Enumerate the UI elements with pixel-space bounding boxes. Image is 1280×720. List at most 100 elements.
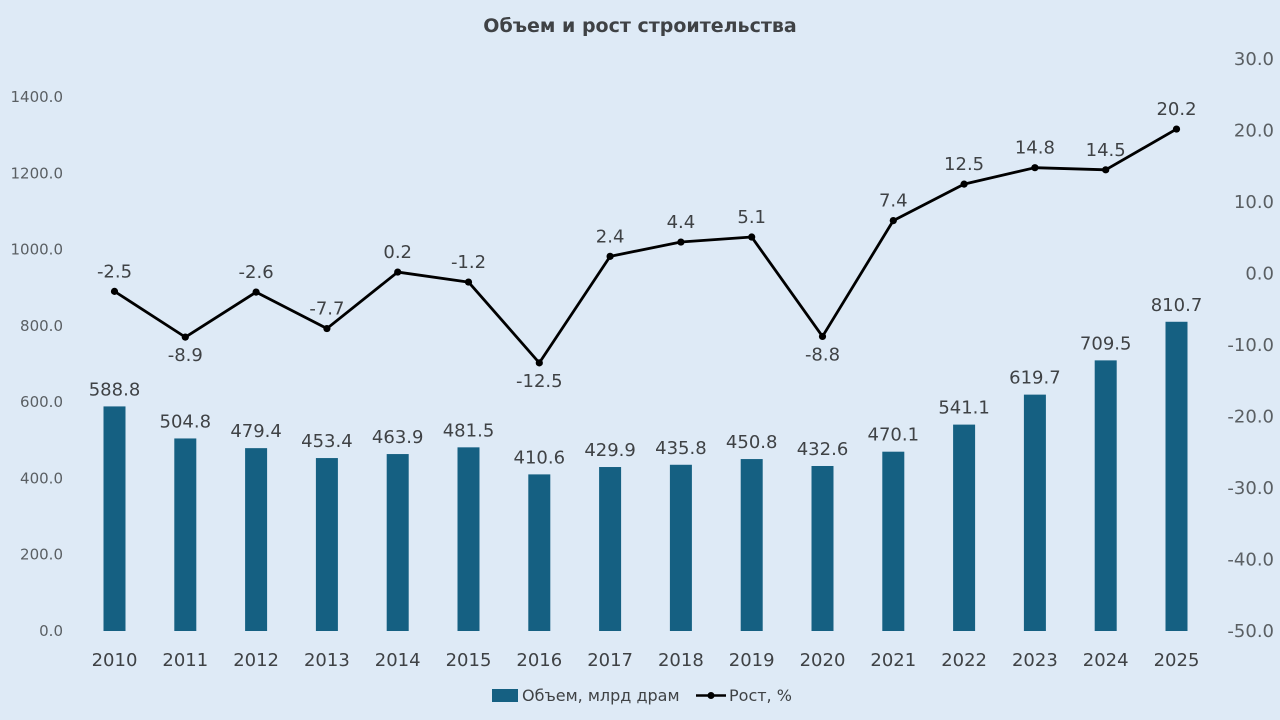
x-tick-label: 2021 <box>870 650 916 671</box>
x-tick-label: 2019 <box>729 650 775 671</box>
growth-line-labels: -2.5 -8.9 -2.6 -7.7 0.2 -1.2 -12.5 2.4 4.4 5.1 -8.… <box>97 99 1197 392</box>
growth-point-2013 <box>323 324 331 333</box>
growth-label-2011: -8.9 <box>168 345 203 366</box>
bar-2016 <box>528 474 551 631</box>
x-tick-label: 2010 <box>92 650 138 671</box>
growth-point-2025 <box>1172 125 1181 133</box>
growth-point-2020 <box>818 332 827 341</box>
x-tick-label: 2012 <box>233 650 279 671</box>
growth-label-2021: 7.4 <box>879 191 908 212</box>
bar-2019 <box>740 459 763 631</box>
bar-label-2018: 435.8 <box>655 438 707 459</box>
left-tick-label: 400.0 <box>20 469 63 487</box>
bar-label-2010: 588.8 <box>89 379 141 400</box>
growth-label-2010: -2.5 <box>97 261 132 282</box>
right-tick-label: 10.0 <box>1234 192 1274 213</box>
growth-point-2019 <box>748 233 756 241</box>
bar-label-2021: 470.1 <box>868 425 920 446</box>
x-tick-label: 2023 <box>1012 650 1058 671</box>
bar-2024 <box>1094 360 1117 631</box>
growth-label-2020: -8.8 <box>805 344 840 365</box>
x-tick-label: 2025 <box>1154 650 1200 671</box>
growth-label-2023: 14.8 <box>1015 138 1055 159</box>
growth-label-2013: -7.7 <box>309 299 344 320</box>
growth-label-2025: 20.2 <box>1156 99 1196 120</box>
growth-point-2017 <box>606 252 614 260</box>
growth-point-2016 <box>535 359 543 367</box>
chart-title: Объем и рост строительства <box>483 15 796 37</box>
growth-line-series <box>110 125 1181 367</box>
growth-point-2015 <box>464 278 473 286</box>
right-tick-label: -50.0 <box>1227 621 1274 642</box>
volume-bar-labels: 588.8 504.8 479.4 453.4 463.9 481.5 410.6 429.9… <box>89 295 1203 469</box>
x-tick-label: 2016 <box>516 650 562 671</box>
growth-point-2023 <box>1031 164 1039 172</box>
left-tick-label: 1200.0 <box>11 164 64 182</box>
growth-point-2022 <box>960 180 968 188</box>
bar-label-2023: 619.7 <box>1009 368 1061 389</box>
right-tick-label: 0.0 <box>1245 264 1274 285</box>
x-tick-label: 2017 <box>587 650 633 671</box>
bar-2011 <box>174 438 197 631</box>
bar-label-2012: 479.4 <box>230 421 282 442</box>
legend-line-label: Рост, % <box>729 686 792 705</box>
bar-2012 <box>245 448 268 631</box>
x-tick-label: 2011 <box>162 650 208 671</box>
bar-label-2022: 541.1 <box>938 398 990 419</box>
growth-label-2019: 5.1 <box>737 207 766 228</box>
x-tick-label: 2018 <box>658 650 704 671</box>
growth-label-2014: 0.2 <box>383 242 412 263</box>
bar-2018 <box>669 464 692 631</box>
x-axis: 2010 2011 2012 2013 2014 2015 2016 2017 2018 2019… <box>92 650 1200 671</box>
bar-label-2011: 504.8 <box>160 411 212 432</box>
growth-point-2018 <box>677 238 685 246</box>
left-tick-label: 600.0 <box>20 393 63 411</box>
right-tick-label: -30.0 <box>1227 478 1274 499</box>
growth-point-2012 <box>252 288 260 296</box>
legend-bar-label: Объем, млрд драм <box>522 686 680 705</box>
x-tick-label: 2013 <box>304 650 350 671</box>
growth-point-2021 <box>889 216 897 225</box>
growth-label-2016: -12.5 <box>516 371 563 392</box>
bar-2021 <box>882 451 905 631</box>
legend-bar-swatch <box>492 689 518 702</box>
right-y-axis: -50.0 -40.0 -30.0 -20.0 -10.0 0.0 10.0 20.0 30.0 <box>1227 49 1274 642</box>
growth-label-2015: -1.2 <box>451 252 486 273</box>
right-tick-label: 20.0 <box>1234 121 1274 142</box>
bar-2025 <box>1165 321 1188 631</box>
bar-2017 <box>599 467 622 631</box>
bar-2020 <box>811 465 834 631</box>
bar-label-2013: 453.4 <box>301 431 353 452</box>
bar-2022 <box>953 424 976 631</box>
growth-point-2014 <box>394 268 402 276</box>
bar-label-2024: 709.5 <box>1080 333 1132 354</box>
growth-label-2012: -2.6 <box>239 262 274 283</box>
x-tick-label: 2015 <box>446 650 492 671</box>
bar-2015 <box>457 447 480 631</box>
volume-bars <box>103 321 1188 631</box>
left-tick-label: 800.0 <box>20 317 63 335</box>
x-tick-label: 2024 <box>1083 650 1129 671</box>
right-tick-label: -40.0 <box>1227 550 1274 571</box>
bar-2013 <box>315 458 338 631</box>
bar-2023 <box>1023 394 1046 631</box>
bar-label-2015: 481.5 <box>443 420 495 441</box>
x-tick-label: 2022 <box>941 650 987 671</box>
left-y-axis: 0.0 200.0 400.0 600.0 800.0 1000.0 1200.0 1400.… <box>11 88 64 640</box>
bar-2014 <box>386 454 409 631</box>
bar-2010 <box>103 406 126 631</box>
bar-label-2025: 810.7 <box>1151 295 1203 316</box>
growth-label-2022: 12.5 <box>944 154 984 175</box>
bar-label-2017: 429.9 <box>584 440 636 461</box>
growth-point-2011 <box>181 333 189 341</box>
right-tick-label: -10.0 <box>1227 335 1274 356</box>
x-tick-label: 2014 <box>375 650 421 671</box>
growth-point-2010 <box>110 287 119 295</box>
left-tick-label: 1400.0 <box>11 88 64 106</box>
growth-label-2018: 4.4 <box>667 212 696 233</box>
growth-label-2017: 2.4 <box>596 226 625 247</box>
bar-label-2019: 450.8 <box>726 432 778 453</box>
growth-point-2024 <box>1102 166 1110 174</box>
growth-label-2024: 14.5 <box>1086 140 1126 161</box>
